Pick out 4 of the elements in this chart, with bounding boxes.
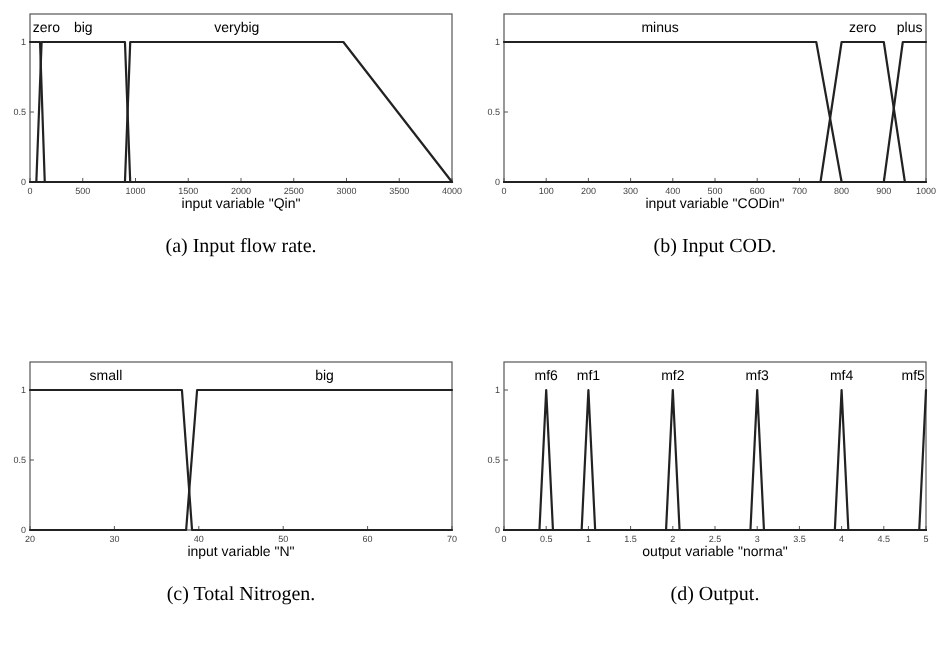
text: (d) Output. <box>670 584 760 606</box>
text: (c) Total Nitrogen. <box>166 584 316 606</box>
text: (a) Input flow rate. <box>165 236 317 258</box>
text: (b) Input COD. <box>653 236 777 258</box>
